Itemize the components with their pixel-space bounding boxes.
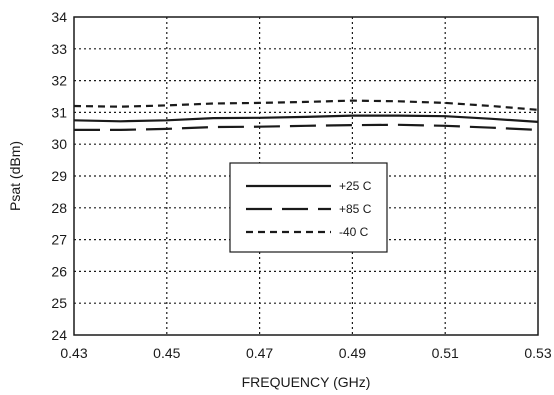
legend-box — [229, 162, 388, 253]
y-tick-label: 26 — [51, 263, 67, 279]
y-tick-label: 30 — [51, 136, 67, 152]
y-tick-label: 29 — [51, 168, 67, 184]
x-tick-label: 0.53 — [524, 345, 551, 361]
y-tick-label: 31 — [51, 104, 67, 120]
legend-label-85c: +85 C — [339, 202, 372, 216]
y-tick-label: 27 — [51, 232, 67, 248]
series-line-85c — [74, 123, 539, 131]
legend: +25 C +85 C -40 C — [229, 162, 388, 253]
series-line-25c — [73, 114, 539, 123]
x-tick-label: 0.47 — [246, 345, 273, 361]
series-lines — [73, 99, 539, 131]
y-tick-label: 28 — [51, 200, 67, 216]
legend-label-minus40c: -40 C — [339, 225, 369, 239]
x-tick-label: 0.43 — [60, 345, 87, 361]
series-line-minus40c — [73, 99, 539, 111]
x-tick-label: 0.51 — [432, 345, 459, 361]
y-tick-label: 34 — [51, 9, 67, 25]
x-axis-label: FREQUENCY (GHz) — [242, 374, 371, 390]
x-tick-label: 0.49 — [339, 345, 366, 361]
y-tick-label: 32 — [51, 73, 67, 89]
y-tick-label: 24 — [51, 327, 67, 343]
axis-ticks: 0.43 0.45 0.47 0.49 0.51 0.53 24 25 26 27 28 29 30 31… — [51, 9, 551, 361]
y-tick-label: 25 — [51, 295, 67, 311]
x-tick-label: 0.45 — [153, 345, 180, 361]
y-tick-label: 33 — [51, 41, 67, 57]
plot-frame — [73, 16, 539, 336]
y-axis-label: Psat (dBm) — [7, 141, 23, 211]
legend-label-25c: +25 C — [339, 179, 372, 193]
